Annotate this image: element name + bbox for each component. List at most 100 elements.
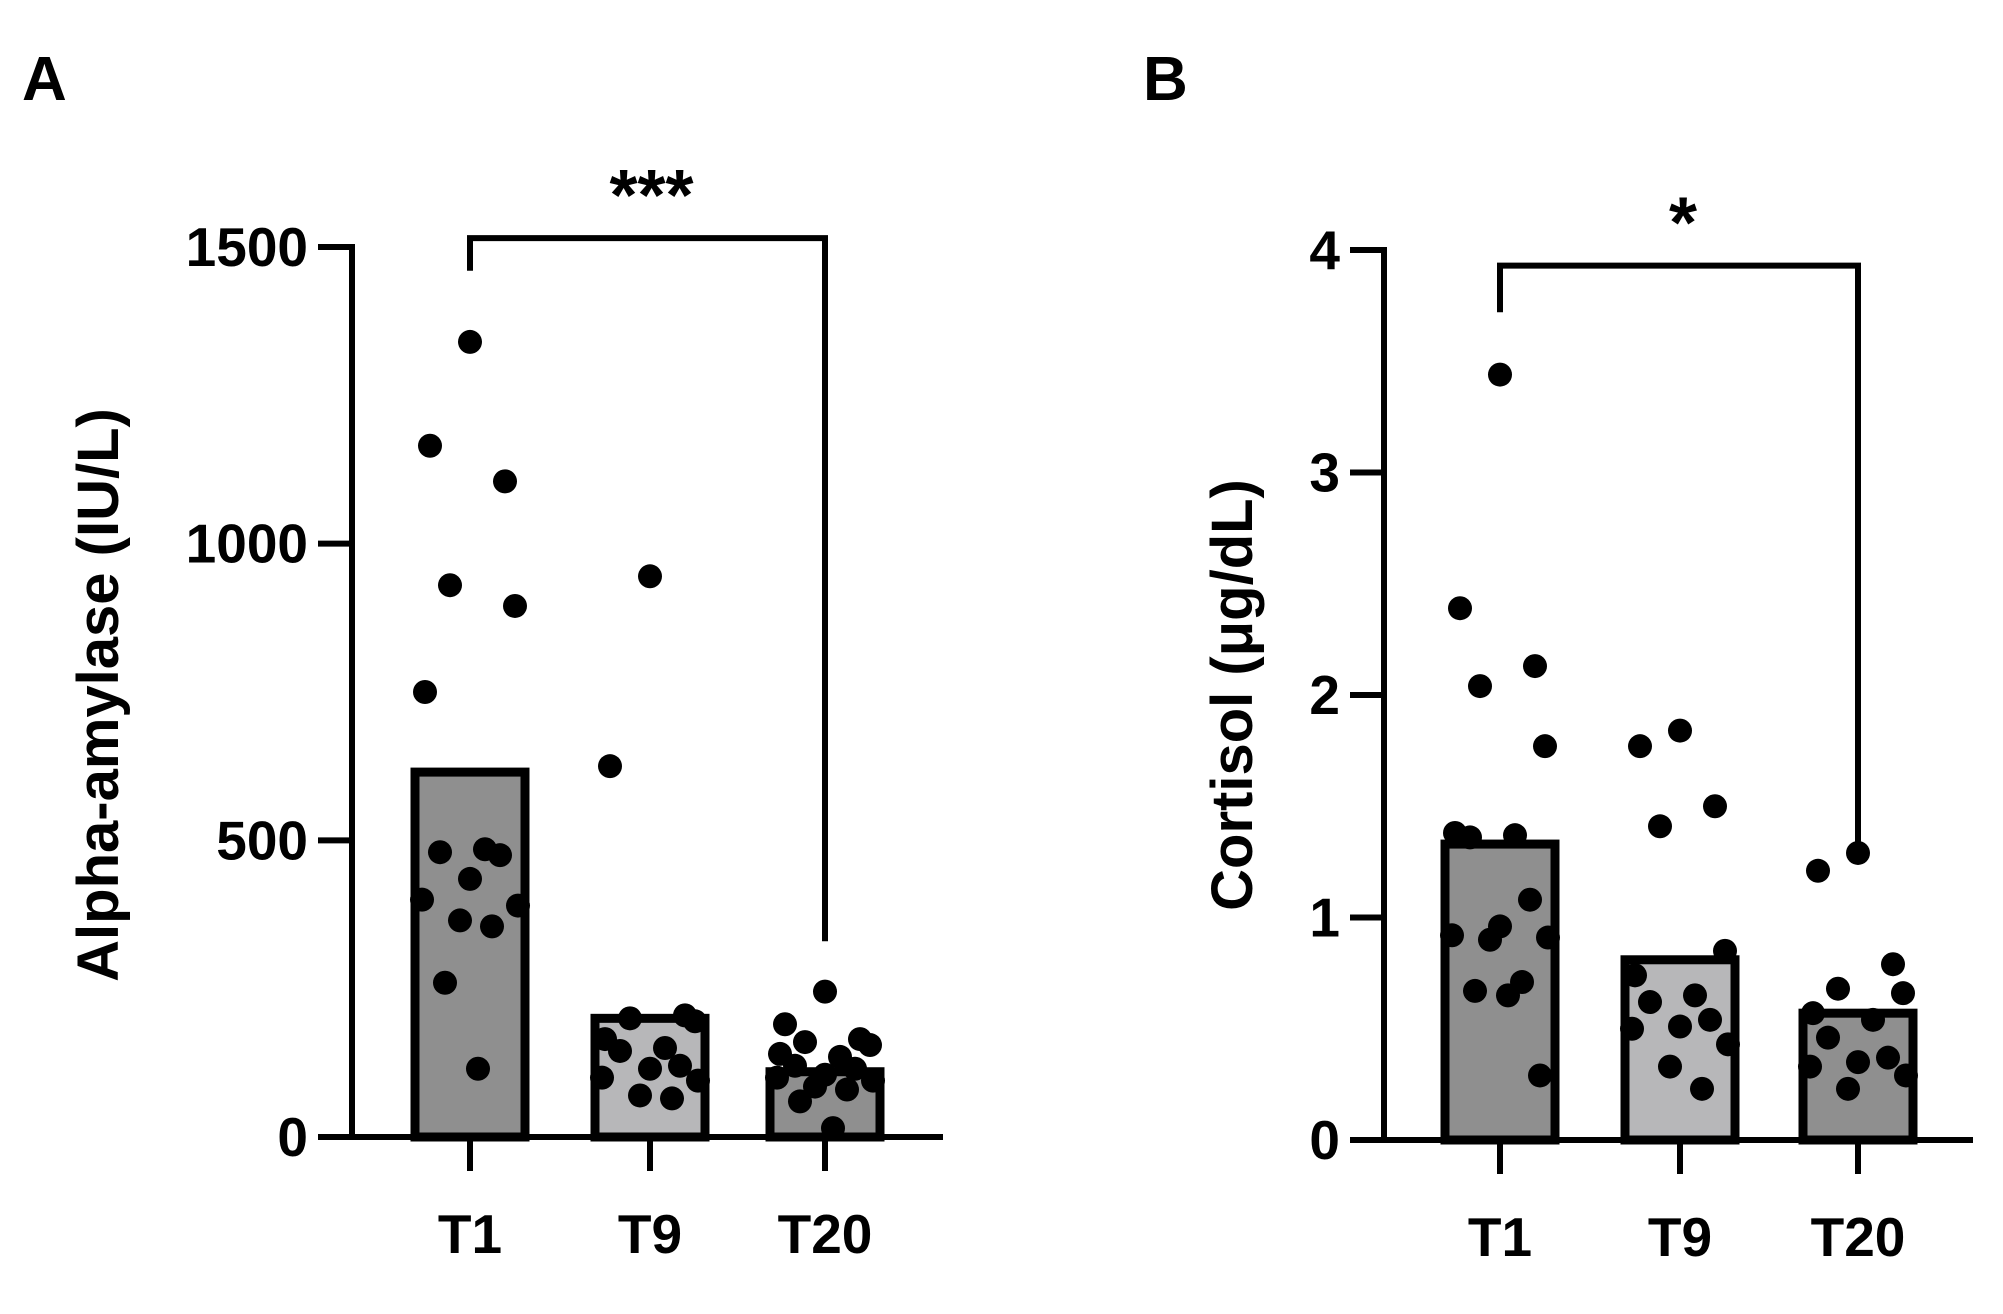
significance-a: *** [467, 156, 828, 942]
data-point-t9 [638, 1056, 662, 1081]
data-point-t1 [458, 866, 482, 891]
x-tick-label: T1 [438, 1203, 502, 1265]
data-point-t1 [433, 970, 457, 995]
y-axis-title-a: Alpha-amylase (IU/L) [66, 408, 131, 982]
data-point-t1 [1448, 596, 1472, 621]
data-point-t1 [1533, 734, 1557, 759]
data-point-t20 [843, 1056, 867, 1081]
y-ticks-b: 0 1 2 3 4 [1309, 219, 1384, 1171]
y-ticks-a: 0 500 1000 1500 [186, 216, 352, 1168]
y-tick-label: 1500 [186, 216, 308, 278]
data-point-t20 [813, 979, 837, 1004]
x-tick-label: T9 [618, 1203, 682, 1265]
data-point-t1 [438, 573, 462, 598]
data-point-t9 [1668, 718, 1692, 743]
data-point-t20 [803, 1074, 827, 1099]
data-point-t9 [1713, 938, 1737, 963]
data-point-t20 [793, 1030, 817, 1055]
y-tick-label: 0 [277, 1106, 308, 1168]
data-point-t20 [835, 1077, 859, 1102]
y-tick-label: 1 [1309, 887, 1340, 949]
data-point-t1 [1463, 978, 1487, 1003]
data-point-t20 [1861, 1007, 1885, 1032]
data-point-t20 [1806, 858, 1830, 883]
data-point-t9 [628, 1083, 652, 1108]
data-point-t1 [1528, 1063, 1552, 1088]
data-point-t1 [488, 843, 512, 868]
x-tick-label: T9 [1648, 1206, 1712, 1268]
data-point-t1 [480, 914, 504, 939]
y-tick-label: 3 [1309, 442, 1340, 504]
data-point-t9 [668, 1053, 692, 1078]
data-point-t1 [506, 893, 530, 918]
data-point-t1 [503, 593, 527, 618]
panel-a: A Alpha-amylase (IU/L) 0 500 1000 1500 T1 T9… [22, 45, 943, 1265]
data-point-t9 [608, 1038, 632, 1063]
panel-letter-b: B [1143, 45, 1188, 114]
data-point-t9 [598, 754, 622, 779]
points-b [1440, 362, 1918, 1101]
x-tick-label: T20 [778, 1203, 873, 1265]
data-point-t9 [1690, 1076, 1714, 1101]
data-point-t1 [1536, 925, 1560, 950]
panel-letter-a: A [22, 45, 67, 114]
data-point-t1 [1478, 927, 1502, 952]
y-tick-label: 1000 [186, 513, 308, 575]
data-point-t20 [1801, 1001, 1825, 1026]
y-tick-label: 0 [1309, 1109, 1340, 1171]
significance-label: *** [609, 156, 693, 236]
data-point-t9 [1620, 1016, 1644, 1041]
data-point-t9 [1658, 1054, 1682, 1079]
data-point-t1 [1440, 923, 1464, 948]
data-point-t20 [788, 1089, 812, 1114]
data-point-t9 [1668, 1014, 1692, 1039]
y-tick-label: 500 [216, 809, 308, 871]
axes-a [349, 244, 943, 1140]
data-point-t20 [861, 1068, 885, 1093]
x-tick-label: T20 [1811, 1206, 1906, 1268]
y-axis-title-b: Cortisol (μg/dL) [1200, 479, 1265, 911]
y-tick-label: 2 [1309, 664, 1340, 726]
data-point-t1 [1468, 674, 1492, 699]
data-point-t20 [1876, 1045, 1900, 1070]
data-point-t9 [1683, 983, 1707, 1008]
significance-bracket [1497, 262, 1861, 856]
data-point-t9 [590, 1065, 614, 1090]
data-point-t1 [418, 433, 442, 458]
bar-t1 [410, 767, 530, 1142]
data-point-t20 [1891, 981, 1915, 1006]
data-point-t20 [1798, 1054, 1822, 1079]
data-point-t1 [428, 840, 452, 865]
data-point-t1 [410, 887, 434, 912]
data-point-t20 [1826, 976, 1850, 1001]
data-point-t1 [466, 1056, 490, 1081]
panel-b: B Cortisol (μg/dL) 0 1 2 3 4 T1 T9 T20 * [1143, 45, 1973, 1268]
data-point-t9 [683, 1009, 707, 1034]
data-point-t20 [1881, 952, 1905, 977]
data-point-t1 [1523, 654, 1547, 679]
data-point-t9 [1638, 990, 1662, 1015]
data-point-t20 [783, 1053, 807, 1078]
data-point-t9 [618, 1006, 642, 1031]
data-point-t1 [448, 908, 472, 933]
data-point-t20 [1846, 1050, 1870, 1075]
significance-bracket [467, 235, 828, 942]
bar-t9 [1620, 955, 1740, 1145]
data-point-t9 [1703, 794, 1727, 819]
data-point-t9 [638, 564, 662, 589]
data-point-t20 [1836, 1076, 1860, 1101]
points-a [410, 329, 885, 1141]
x-tick-label: T1 [1468, 1206, 1532, 1268]
data-point-t9 [1623, 963, 1647, 988]
data-point-t9 [653, 1036, 677, 1060]
y-tick-label: 4 [1309, 219, 1340, 281]
data-point-t20 [1894, 1063, 1918, 1088]
data-point-t9 [1648, 814, 1672, 839]
data-point-t20 [858, 1033, 882, 1058]
significance-b: * [1497, 184, 1861, 856]
data-point-t1 [1503, 823, 1527, 848]
data-point-t9 [1716, 1032, 1740, 1057]
data-point-t20 [1816, 1025, 1840, 1050]
x-ticks-a: T1 T9 T20 [438, 1137, 872, 1265]
